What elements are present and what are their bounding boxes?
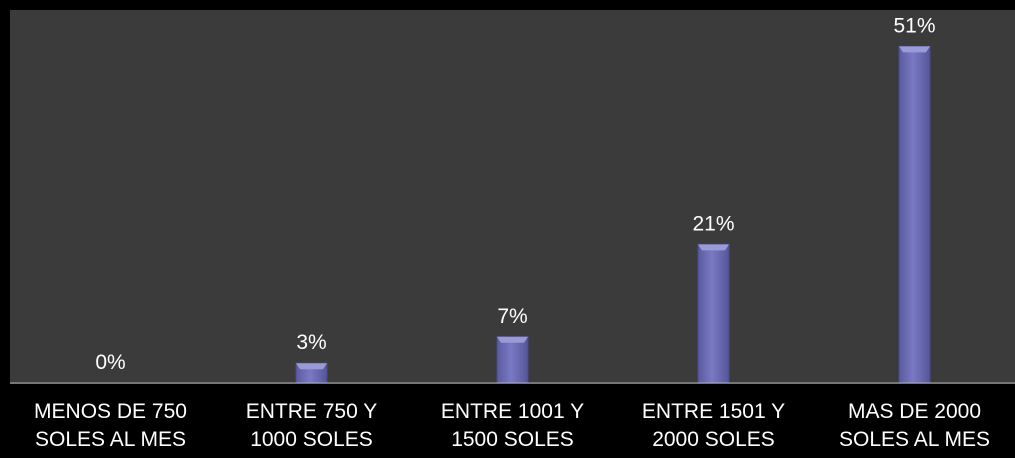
bar-cap-2 (497, 336, 528, 343)
data-label-4: 51% (893, 14, 935, 37)
category-label-3: ENTRE 1501 Y 2000 SOLES (641, 400, 786, 451)
bar-2 (496, 336, 529, 384)
category-label-2: ENTRE 1001 Y 1500 SOLES (440, 400, 585, 451)
data-label-3: 21% (692, 212, 734, 235)
bar-cap-4 (899, 46, 930, 53)
data-label-0: 0% (95, 351, 125, 374)
bar-cap-1 (296, 363, 327, 370)
plot-area (10, 10, 1015, 384)
category-label-4: MAS DE 2000 SOLES AL MES (839, 400, 990, 451)
category-label-0: MENOS DE 750 SOLES AL MES (34, 400, 187, 451)
data-label-1: 3% (296, 331, 326, 354)
bar-3 (697, 243, 730, 384)
data-labels-layer: 0% 3% 7% 21% 51% (95, 14, 935, 374)
data-label-2: 7% (497, 305, 527, 328)
category-label-1: ENTRE 750 Y 1000 SOLES (245, 400, 378, 451)
bars-layer (295, 45, 931, 384)
bar-4 (898, 45, 931, 384)
bar-cap-3 (698, 244, 729, 251)
